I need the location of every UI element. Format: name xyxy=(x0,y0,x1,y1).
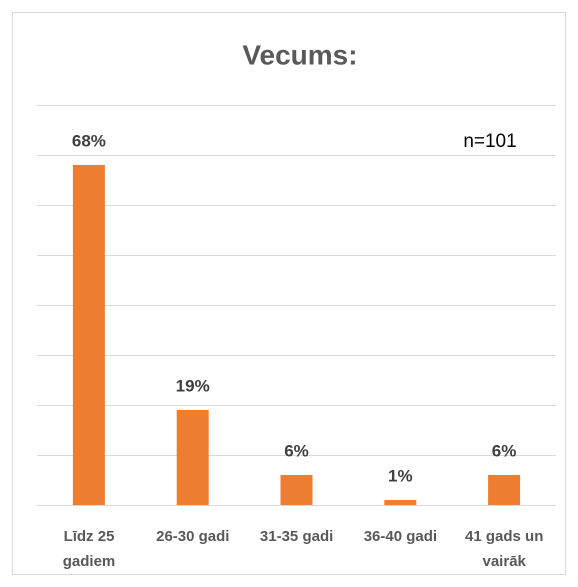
bar xyxy=(176,410,209,505)
x-tick-label: 41 gads un vairāk xyxy=(465,528,544,570)
bar xyxy=(488,475,521,505)
x-tick-label: 36-40 gadi xyxy=(363,528,438,545)
annotation: n=101 xyxy=(463,131,516,152)
x-tick-label: Līdz 25 gadiem xyxy=(62,528,116,570)
x-tick-label: 26-30 gadi xyxy=(156,528,230,545)
bar xyxy=(72,165,105,505)
data-label: 19% xyxy=(176,376,210,395)
data-label: 68% xyxy=(72,131,106,150)
chart-title: Vecums: xyxy=(242,39,357,70)
bar xyxy=(384,500,417,505)
x-tick-label: 31-35 gadi xyxy=(259,528,334,545)
bar xyxy=(280,475,313,505)
data-label: 1% xyxy=(388,466,413,485)
data-label: 6% xyxy=(492,441,517,460)
data-label: 6% xyxy=(284,441,309,460)
